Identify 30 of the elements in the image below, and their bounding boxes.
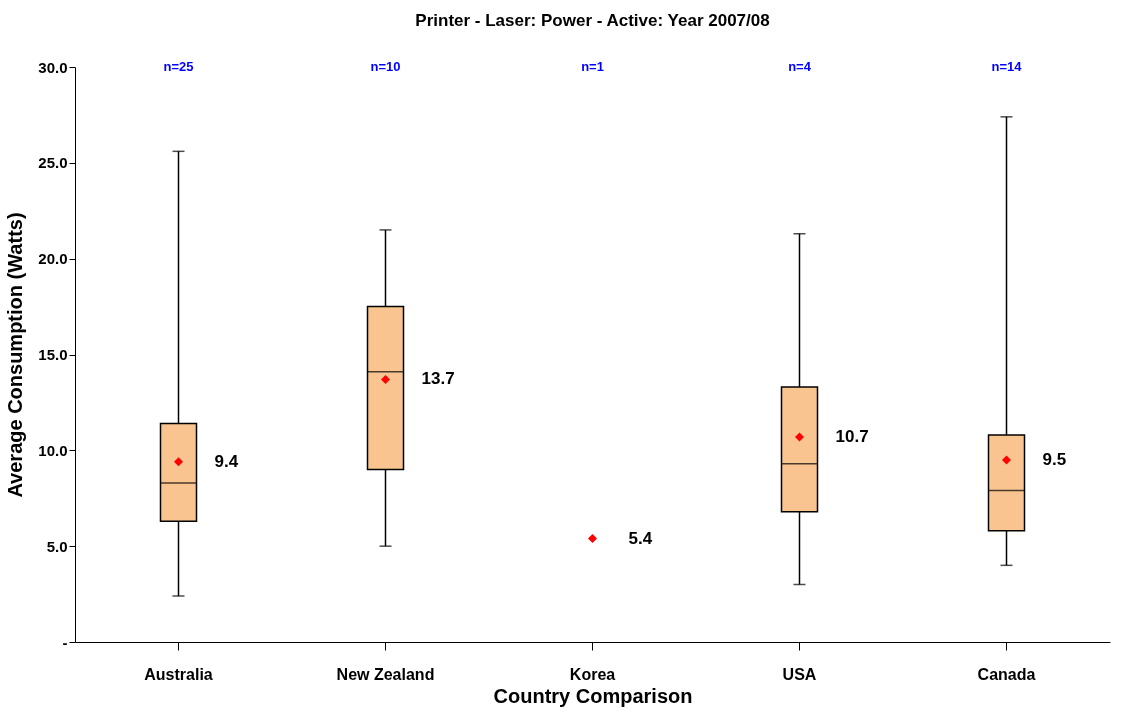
point bbox=[1002, 455, 1011, 465]
y-tick-label: 30.0 bbox=[38, 58, 68, 76]
point bbox=[174, 457, 183, 467]
y-tick-label: - bbox=[62, 633, 68, 651]
annotation: n=10 bbox=[370, 59, 401, 74]
x-tick-label: USA bbox=[782, 665, 817, 683]
data-label: 9.5 bbox=[1042, 449, 1067, 469]
data-label: 9.4 bbox=[214, 451, 239, 471]
y-axis-title: Average Consumption (Watts) bbox=[4, 212, 27, 498]
annotation: n=14 bbox=[991, 59, 1023, 74]
x-tick-label: New Zealand bbox=[336, 665, 435, 683]
x-tick-label: Korea bbox=[569, 665, 616, 683]
x-tick-label: Australia bbox=[144, 665, 213, 683]
y-tick-label: 25.0 bbox=[38, 154, 68, 172]
chart-title: Printer - Laser: Power - Active: Year 2007/08 bbox=[415, 11, 770, 30]
data-label: 5.4 bbox=[628, 528, 653, 548]
annotation: n=1 bbox=[581, 59, 604, 74]
annotation: n=25 bbox=[163, 59, 194, 74]
point bbox=[381, 374, 390, 384]
y-tick-label: 20.0 bbox=[38, 250, 68, 268]
y-tick-label: 10.0 bbox=[38, 441, 68, 459]
y-tick-label: 15.0 bbox=[38, 346, 68, 363]
data-label: 10.7 bbox=[835, 426, 869, 446]
y-tick-label: 5.0 bbox=[46, 537, 68, 555]
data-label: 13.7 bbox=[421, 369, 455, 389]
point bbox=[795, 432, 804, 442]
x-axis-title: Country Comparison bbox=[493, 684, 693, 707]
annotation: n=4 bbox=[788, 59, 812, 74]
x-tick-label: Canada bbox=[977, 665, 1036, 683]
point bbox=[588, 534, 597, 543]
